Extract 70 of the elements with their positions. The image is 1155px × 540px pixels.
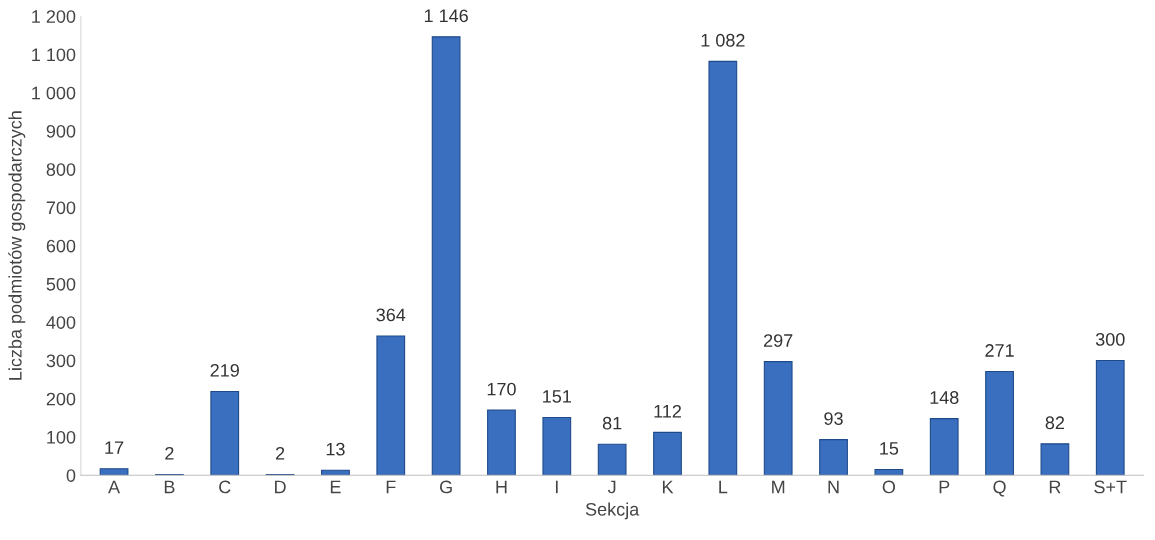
y-tick-label: 1 000 — [32, 86, 76, 100]
y-tick-label: 500 — [46, 277, 76, 291]
x-tick-label: A — [108, 480, 121, 494]
data-label: 1 082 — [701, 33, 745, 47]
data-label: 93 — [824, 412, 843, 425]
x-tick-label: D — [275, 480, 286, 494]
data-label: 297 — [764, 334, 793, 347]
x-tick-label: E — [330, 480, 341, 494]
x-tick-label: N — [828, 480, 839, 494]
bar — [99, 468, 129, 476]
bar — [929, 418, 959, 476]
data-label: 17 — [105, 441, 124, 454]
y-tick-label: 1 200 — [32, 10, 76, 23]
data-label: 2 — [165, 446, 174, 460]
x-tick-label: I — [555, 480, 558, 494]
x-tick-label: C — [219, 480, 231, 494]
data-label: 364 — [376, 308, 406, 322]
bar — [210, 390, 240, 476]
data-label: 300 — [1095, 332, 1125, 346]
bar — [321, 469, 350, 476]
x-tick-label: F — [386, 480, 396, 494]
x-tick-label: Q — [993, 480, 1006, 497]
y-tick-label: 300 — [46, 354, 76, 368]
data-label: 151 — [543, 390, 571, 403]
y-tick-label: 400 — [46, 316, 76, 329]
x-tick-label: R — [1049, 480, 1061, 494]
y-tick-label: 600 — [46, 239, 76, 253]
bar — [708, 60, 738, 476]
x-tick-label: G — [440, 480, 452, 494]
data-label: 82 — [1045, 416, 1065, 430]
x-tick-label: P — [939, 480, 950, 494]
y-tick-label: 700 — [46, 201, 76, 215]
data-label: 15 — [880, 442, 899, 455]
bar — [1095, 359, 1125, 476]
bar — [985, 370, 1014, 476]
y-tick-label: 100 — [47, 430, 76, 444]
data-label: 81 — [602, 416, 622, 430]
bar — [1040, 443, 1070, 476]
x-tick-label: L — [719, 480, 728, 494]
bar — [597, 443, 627, 476]
data-label: 13 — [326, 442, 345, 456]
data-label: 170 — [487, 382, 516, 396]
bar — [763, 361, 793, 476]
x-axis-title: Sekcja — [585, 502, 640, 520]
bar — [653, 431, 682, 476]
data-label: 112 — [654, 404, 681, 418]
y-axis-title: Liczba podmiotów gospodarczych — [8, 111, 26, 380]
x-tick-label: O — [882, 480, 896, 494]
y-tick-label: 200 — [46, 392, 76, 406]
x-tick-label: S+T — [1094, 480, 1127, 494]
data-label: 1 146 — [424, 9, 468, 23]
y-tick-label: 1 100 — [32, 48, 76, 62]
bar — [431, 36, 461, 476]
data-label: 219 — [210, 363, 239, 377]
data-label: 148 — [930, 391, 959, 404]
data-label: 2 — [275, 446, 285, 460]
bar — [376, 335, 406, 476]
y-tick-label: 0 — [66, 469, 76, 482]
x-tick-label: H — [496, 480, 507, 494]
bar — [542, 416, 572, 476]
bar — [874, 468, 904, 476]
y-tick-label: 800 — [46, 163, 76, 176]
bar — [819, 439, 848, 476]
x-tick-label: J — [607, 480, 616, 494]
x-tick-label: B — [164, 480, 175, 494]
data-label: 271 — [985, 344, 1014, 357]
y-tick-label: 900 — [46, 124, 76, 138]
x-tick-label: K — [662, 480, 674, 494]
x-tick-label: M — [772, 480, 785, 494]
bar — [487, 409, 516, 476]
